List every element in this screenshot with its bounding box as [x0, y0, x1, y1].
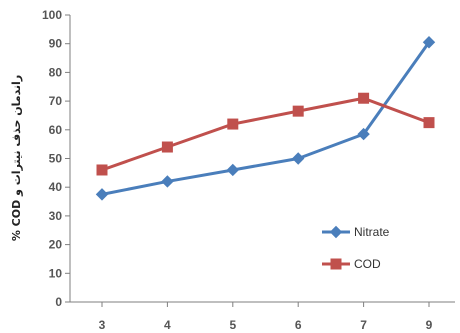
legend: Nitrate COD: [322, 225, 390, 271]
x-tick-label: 4: [164, 318, 171, 332]
y-tick-label: 30: [49, 209, 63, 223]
x-tick-label: 5: [229, 318, 236, 332]
legend-label: Nitrate: [354, 225, 390, 239]
y-tick-label: 10: [49, 266, 63, 280]
y-tick-label: 50: [49, 152, 63, 166]
y-tick-label: 20: [49, 238, 63, 252]
data-point-nitrate: [357, 127, 370, 141]
y-tick-label: 80: [49, 65, 63, 79]
data-point-cod: [292, 105, 304, 117]
x-tick-label: 3: [99, 318, 106, 332]
data-point-nitrate: [161, 175, 174, 188]
x-axis: 3 4 5 6 7 9: [70, 301, 455, 332]
data-point-cod: [96, 164, 108, 176]
data-point-nitrate: [291, 152, 305, 165]
y-tick-label: 60: [49, 123, 63, 137]
legend-marker-nitrate: [329, 225, 343, 239]
series-cod: [96, 92, 435, 176]
legend-item-cod: COD: [322, 257, 381, 271]
y-axis: 0 10 20 30 40 50 60 70 80 90 100: [42, 8, 71, 309]
data-point-cod: [358, 92, 370, 104]
legend-label: COD: [354, 257, 381, 271]
y-tick-label: 100: [42, 8, 62, 22]
y-axis-label: راندمان حذف نیترات و COD %: [10, 75, 23, 241]
series-line-cod: [101, 96, 430, 172]
series-line-nitrate: [101, 41, 431, 196]
y-tick-label: 70: [49, 94, 63, 108]
y-tick-label: 40: [49, 180, 63, 194]
data-point-cod: [227, 118, 239, 130]
data-point-cod: [161, 141, 173, 153]
series-nitrate: [95, 36, 436, 201]
x-tick-label: 7: [360, 318, 367, 332]
y-tick-label: 90: [49, 37, 63, 51]
data-point-nitrate: [226, 163, 240, 177]
data-point-nitrate: [422, 36, 436, 49]
x-tick-label: 9: [426, 318, 433, 332]
legend-marker-cod: [330, 258, 342, 270]
y-axis-title: راندمان حذف نیترات و COD %: [10, 75, 23, 241]
legend-item-nitrate: Nitrate: [322, 225, 390, 239]
x-tick-label: 6: [295, 318, 302, 332]
y-tick-label: 0: [55, 295, 62, 309]
data-point-nitrate: [95, 188, 109, 201]
data-point-cod: [423, 117, 435, 129]
series-layer: [95, 36, 436, 201]
